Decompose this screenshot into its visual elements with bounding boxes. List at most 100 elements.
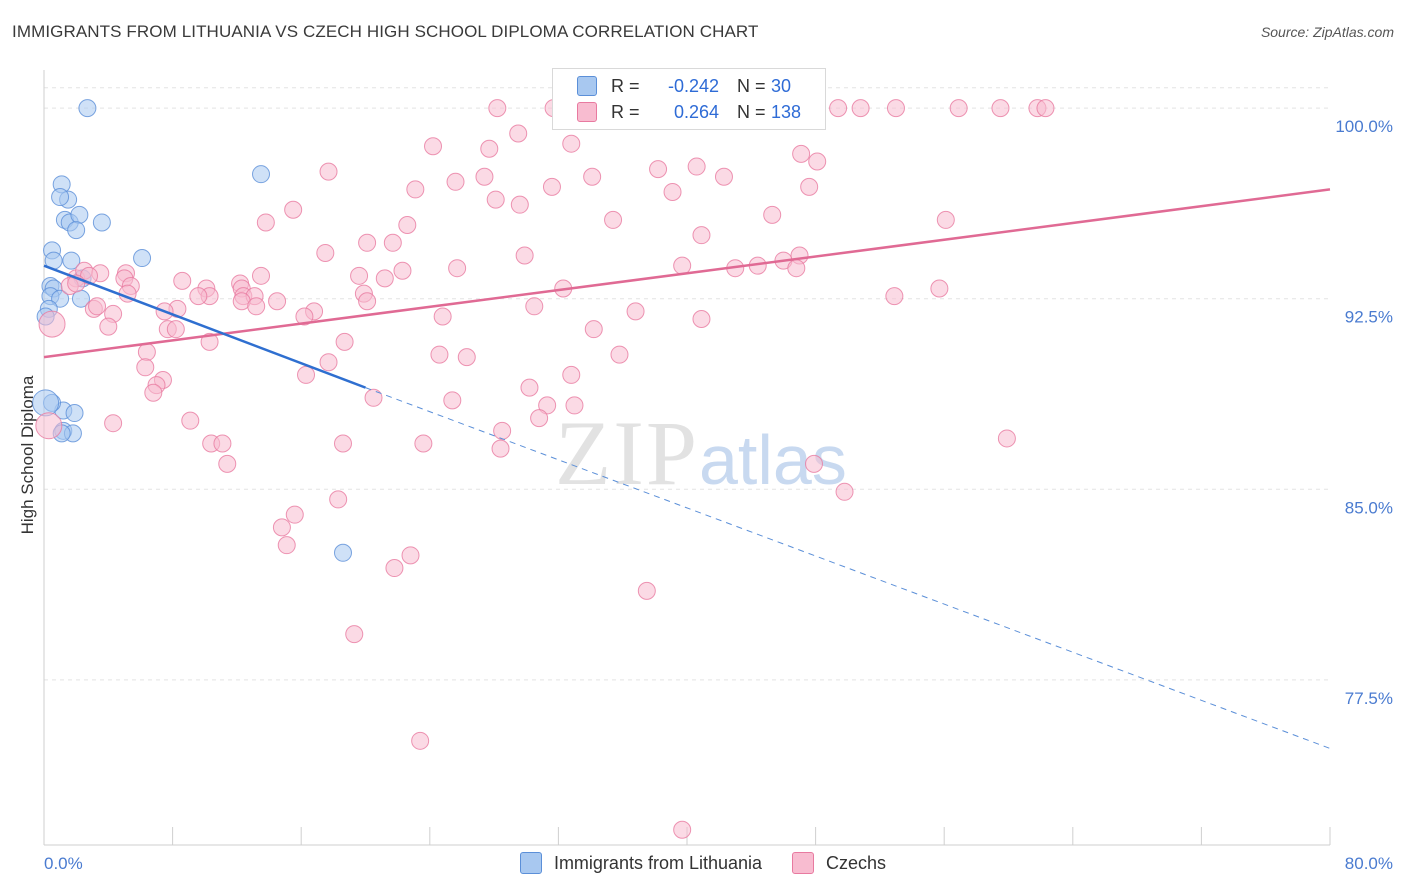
point-czechs bbox=[515, 246, 534, 265]
point-czechs bbox=[610, 345, 629, 364]
point-czechs bbox=[319, 162, 338, 181]
point-czechs bbox=[800, 177, 819, 196]
point-lithuania bbox=[51, 188, 70, 207]
point-czechs bbox=[538, 396, 557, 415]
point-czechs bbox=[637, 581, 656, 600]
tick-labels: 77.5% 85.0% 92.5% 100.0% 0.0% 80.0% bbox=[44, 117, 1393, 873]
point-czechs bbox=[333, 434, 352, 453]
y-tick-label: 85.0% bbox=[1345, 498, 1393, 517]
y-tick-label: 92.5% bbox=[1345, 308, 1393, 327]
point-czechs bbox=[673, 820, 692, 839]
point-czechs bbox=[443, 391, 462, 410]
point-czechs bbox=[385, 559, 404, 578]
point-czechs bbox=[991, 99, 1010, 118]
point-czechs bbox=[406, 180, 425, 199]
r-value-lithuania: -0.242 bbox=[667, 75, 719, 96]
point-czechs bbox=[851, 99, 870, 118]
point-czechs bbox=[1036, 99, 1055, 118]
point-czechs bbox=[930, 279, 949, 298]
point-czechs bbox=[173, 271, 192, 290]
trend-lines bbox=[43, 188, 1331, 749]
r-value-czechs: 0.264 bbox=[673, 101, 719, 122]
point-czechs bbox=[488, 99, 507, 118]
point-lithuania bbox=[92, 213, 111, 232]
point-czechs bbox=[687, 157, 706, 176]
series-legend-label-czechs: Czechs bbox=[826, 852, 887, 873]
point-czechs bbox=[604, 210, 623, 229]
point-czechs bbox=[530, 409, 549, 428]
n-value-lithuania: 30 bbox=[771, 75, 792, 96]
point-czechs bbox=[358, 233, 377, 252]
point-czechs bbox=[486, 190, 505, 209]
point-czechs bbox=[808, 152, 827, 171]
point-czechs bbox=[414, 434, 433, 453]
point-czechs bbox=[144, 383, 163, 402]
stats-legend-row-lithuania: R = -0.242 N = 30 bbox=[577, 73, 791, 99]
r-label: R = bbox=[611, 75, 640, 96]
point-czechs bbox=[835, 482, 854, 501]
point-lithuania bbox=[65, 404, 84, 423]
legend-swatch-lithuania bbox=[577, 76, 597, 96]
n-label: N = bbox=[737, 75, 766, 96]
point-czechs bbox=[565, 396, 584, 415]
point-czechs bbox=[829, 99, 848, 118]
legend-swatch-czechs bbox=[577, 102, 597, 122]
point-czechs bbox=[446, 172, 465, 191]
point-czechs bbox=[792, 144, 811, 163]
point-czechs bbox=[329, 490, 348, 509]
point-czechs bbox=[393, 261, 412, 280]
watermark-zip: ZIP bbox=[555, 402, 699, 504]
point-czechs bbox=[411, 731, 430, 750]
point-czechs bbox=[649, 160, 668, 179]
point-czechs bbox=[509, 124, 528, 143]
stats-legend-row-czechs: R = 0.264 N = 138 bbox=[577, 99, 801, 125]
series-legend-label-lithuania: Immigrants from Lithuania bbox=[553, 852, 763, 873]
point-czechs bbox=[213, 434, 232, 453]
point-czechs bbox=[104, 414, 123, 433]
point-czechs bbox=[885, 287, 904, 306]
point-czechs bbox=[256, 213, 275, 232]
point-czechs bbox=[626, 302, 645, 321]
y-tick-label: 77.5% bbox=[1345, 689, 1393, 708]
point-czechs bbox=[284, 200, 303, 219]
point-czechs bbox=[345, 625, 364, 644]
point-czechs bbox=[99, 317, 118, 336]
point-czechs bbox=[375, 269, 394, 288]
x-tick-label-max: 80.0% bbox=[1345, 854, 1393, 873]
point-czechs bbox=[525, 297, 544, 316]
series-swatch-czechs bbox=[792, 852, 815, 874]
n-value-czechs: 138 bbox=[771, 101, 802, 122]
point-czechs bbox=[350, 266, 369, 285]
point-czechs bbox=[583, 167, 602, 186]
point-lithuania bbox=[133, 249, 152, 268]
r-label: R = bbox=[611, 101, 640, 122]
point-czechs bbox=[692, 310, 711, 329]
point-czechs bbox=[997, 429, 1016, 448]
series-legend-item-czechs: Czechs bbox=[792, 852, 886, 874]
point-czechs bbox=[277, 536, 296, 555]
point-czechs bbox=[448, 259, 467, 278]
y-tick-label: 100.0% bbox=[1335, 117, 1393, 136]
x-tick-label-min: 0.0% bbox=[44, 854, 83, 873]
point-czechs bbox=[430, 345, 449, 364]
point-lithuania bbox=[32, 389, 60, 417]
point-czechs bbox=[88, 297, 107, 316]
point-czechs bbox=[297, 365, 316, 384]
point-czechs bbox=[692, 226, 711, 245]
point-czechs bbox=[189, 287, 208, 306]
trend-line-czechs bbox=[43, 188, 1331, 359]
data-points bbox=[32, 99, 1055, 839]
point-czechs bbox=[383, 233, 402, 252]
series-swatch-lithuania bbox=[519, 852, 542, 874]
point-czechs bbox=[493, 421, 512, 440]
point-czechs bbox=[886, 99, 905, 118]
source-label: Source: ZipAtlas.com bbox=[1260, 24, 1394, 40]
axes bbox=[43, 70, 1331, 846]
point-czechs bbox=[542, 177, 561, 196]
n-label: N = bbox=[737, 101, 766, 122]
point-czechs bbox=[424, 137, 443, 156]
point-czechs bbox=[137, 343, 156, 362]
point-czechs bbox=[475, 167, 494, 186]
point-czechs bbox=[787, 259, 806, 278]
point-czechs bbox=[562, 365, 581, 384]
